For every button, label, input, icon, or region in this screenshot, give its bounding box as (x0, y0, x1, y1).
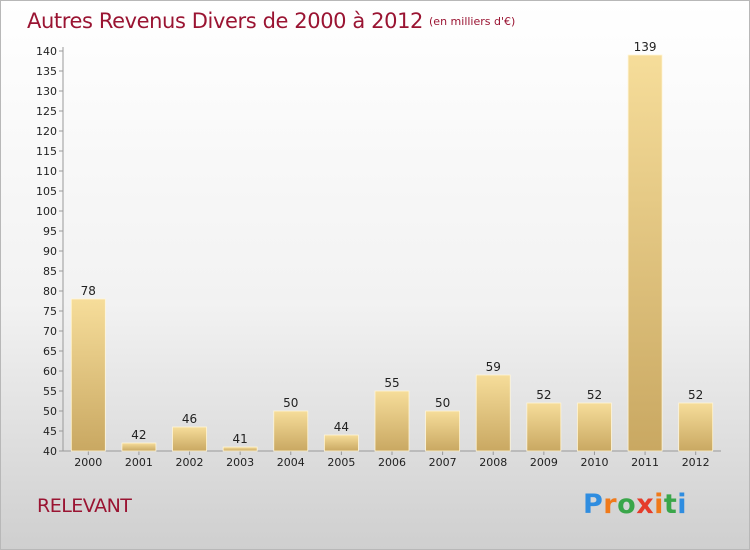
bar (475, 374, 511, 452)
x-tick-label: 2002 (176, 456, 204, 469)
x-tick-label: 2007 (429, 456, 457, 469)
chart-title-text: Autres Revenus Divers de 2000 à 2012 (27, 9, 424, 33)
bar (678, 402, 714, 452)
x-tick-label: 2012 (682, 456, 710, 469)
y-tick-label: 45 (43, 425, 57, 438)
bar-value-label: 59 (486, 360, 501, 374)
y-tick-label: 140 (36, 45, 57, 58)
y-tick-label: 75 (43, 305, 57, 318)
bar-value-label: 44 (334, 420, 349, 434)
y-tick-label: 80 (43, 285, 57, 298)
bar-value-label: 52 (536, 388, 551, 402)
bar (577, 402, 612, 452)
x-tick-label: 2008 (479, 456, 507, 469)
chart-labels: 78 2000 42 2001 46 2002 41 2003 50 2004 44 2005 55 20… (74, 40, 709, 469)
bar (172, 426, 207, 452)
y-tick-label: 135 (36, 65, 57, 78)
y-tick-label: 105 (36, 185, 57, 198)
y-tick-label: 115 (36, 145, 57, 158)
proxiti-logo: Proxiti (583, 489, 688, 520)
x-tick-label: 2001 (125, 456, 153, 469)
bar-value-label: 139 (634, 40, 657, 54)
y-tick-label: 60 (43, 365, 57, 378)
y-tick-label: 90 (43, 245, 57, 258)
bar (374, 390, 410, 452)
y-tick-label: 65 (43, 345, 57, 358)
bar (222, 446, 258, 452)
y-tick-label: 130 (36, 85, 57, 98)
y-tick-label: 50 (43, 405, 57, 418)
x-tick-label: 2011 (631, 456, 659, 469)
y-tick-label: 95 (43, 225, 57, 238)
bar (323, 434, 359, 452)
bar-value-label: 78 (81, 284, 96, 298)
bar-value-label: 42 (131, 428, 146, 442)
x-tick-label: 2005 (327, 456, 355, 469)
bar (121, 442, 157, 452)
y-tick-label: 110 (36, 165, 57, 178)
y-tick-label: 125 (36, 105, 57, 118)
bar-value-label: 55 (384, 376, 399, 390)
x-tick-label: 2003 (226, 456, 254, 469)
bar (425, 410, 461, 452)
x-tick-label: 2009 (530, 456, 558, 469)
chart-axes: 40 45 50 55 60 65 70 75 80 85 90 95 100 105 110 115 120 1… (36, 45, 721, 458)
chart-title: Autres Revenus Divers de 2000 à 2012 (en … (27, 9, 515, 33)
bar-value-label: 52 (587, 388, 602, 402)
bar-value-label: 50 (283, 396, 298, 410)
y-tick-label: 120 (36, 125, 57, 138)
y-tick-label: 100 (36, 205, 57, 218)
bar (273, 410, 309, 452)
x-tick-label: 2006 (378, 456, 406, 469)
y-tick-label: 40 (43, 445, 57, 458)
y-tick-label: 55 (43, 385, 57, 398)
y-tick-label: 85 (43, 265, 57, 278)
x-tick-label: 2000 (74, 456, 102, 469)
bar-value-label: 50 (435, 396, 450, 410)
bar-value-label: 46 (182, 412, 197, 426)
bar (526, 402, 562, 452)
town-name: RELEVANT (37, 495, 132, 517)
chart-subtitle: (en milliers d'€) (429, 15, 516, 28)
bar-value-label: 41 (233, 432, 248, 446)
x-tick-label: 2004 (277, 456, 305, 469)
y-tick-label: 70 (43, 325, 57, 338)
bar (627, 54, 663, 452)
bar (70, 298, 106, 452)
chart-bars (70, 54, 714, 452)
bar-value-label: 52 (688, 388, 703, 402)
x-tick-label: 2010 (580, 456, 608, 469)
